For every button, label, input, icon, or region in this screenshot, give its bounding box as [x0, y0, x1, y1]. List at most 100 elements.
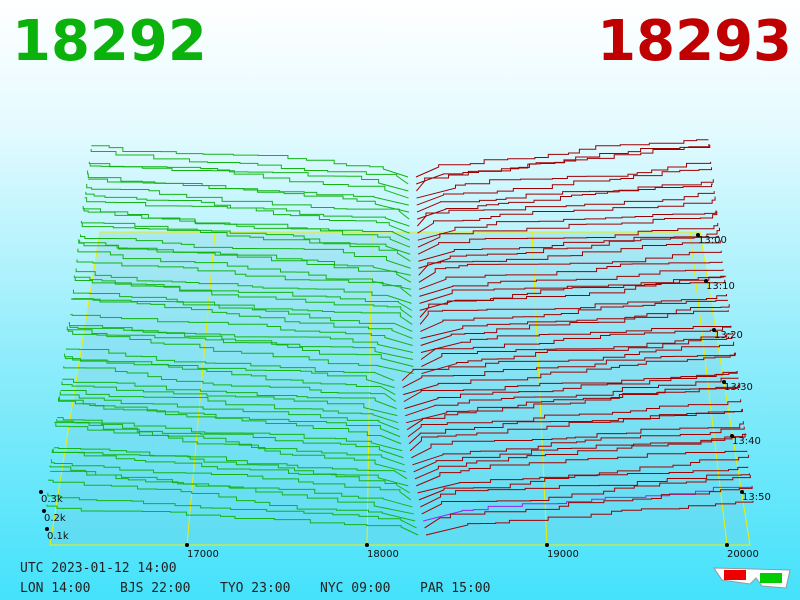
bid-depth-line	[61, 381, 398, 417]
ask-depth-line	[419, 275, 727, 318]
ask-depth-line	[420, 304, 730, 346]
city-clock: NYC 09:00	[320, 581, 390, 596]
bid-depth-line	[86, 183, 410, 220]
bid-price: 18292	[12, 9, 207, 74]
volume-tick	[42, 509, 46, 513]
time-label: 13:30	[724, 382, 753, 393]
bid-depth-line	[63, 366, 397, 403]
price-grid-line	[531, 231, 548, 546]
ask-depth-line	[418, 261, 723, 290]
price-tick	[185, 543, 189, 547]
volume-tick	[39, 490, 43, 494]
volume-label: 0.1k	[47, 531, 69, 542]
ask-price: 18293	[597, 9, 792, 74]
city-clock: PAR 15:00	[420, 581, 490, 596]
ask-depth-line	[416, 191, 715, 227]
price-label: 20000	[727, 549, 759, 560]
bid-depth-line	[51, 449, 410, 494]
price-tick	[365, 543, 369, 547]
bid-depth-line	[78, 239, 412, 283]
bid-depth-line	[65, 357, 395, 389]
ask-depth-line	[416, 143, 710, 185]
city-clock: BJS 22:00	[120, 581, 190, 596]
bid-depth-line	[47, 492, 417, 529]
bid-depth-line	[62, 378, 397, 410]
bid-depth-line	[57, 417, 403, 452]
green-lens	[760, 573, 782, 583]
bid-depth-line	[76, 259, 412, 297]
volume-label: 0.3k	[41, 494, 63, 505]
ask-depth-line	[417, 179, 714, 220]
bid-depth-line	[81, 222, 411, 255]
red-lens	[724, 570, 746, 580]
time-label: 13:20	[714, 330, 743, 341]
ask-depth-line	[418, 250, 722, 283]
bid-depth-line	[72, 289, 413, 325]
bid-depth-line	[80, 220, 411, 262]
bid-depth-line	[60, 389, 399, 424]
bid-depth-line	[48, 479, 416, 522]
bid-depth-line	[84, 197, 410, 234]
utc-time: UTC 2023-01-12 14:00	[20, 561, 177, 576]
price-tick	[725, 543, 729, 547]
glasses-icon	[713, 567, 791, 589]
ask-depth-line	[407, 399, 742, 438]
ask-depth-line	[420, 325, 731, 353]
ask-depth-line	[403, 352, 736, 396]
time-tick	[712, 328, 716, 332]
bid-depth-line	[58, 396, 401, 438]
ask-depth-line	[405, 377, 739, 417]
bid-depth-line	[82, 205, 411, 248]
bid-depth-line	[75, 268, 412, 304]
ask-depth-line	[421, 336, 733, 367]
time-tick	[730, 434, 734, 438]
time-label: 13:00	[698, 235, 727, 246]
ask-depth-line	[416, 450, 748, 487]
ask-depth-line	[417, 466, 749, 494]
bid-depth-line	[55, 423, 405, 466]
bid-depth-line	[69, 326, 414, 353]
ask-depth-line	[420, 473, 750, 508]
ask-depth-line	[414, 433, 747, 480]
price-label: 18000	[367, 549, 399, 560]
ask-depth-line	[415, 139, 709, 178]
ask-depth-line	[402, 352, 735, 389]
floor	[49, 231, 751, 546]
bid-depth-line	[50, 459, 412, 501]
ask-depth-line	[416, 167, 713, 206]
time-label: 13:10	[706, 281, 735, 292]
price-label: 19000	[547, 549, 579, 560]
ask-depth-line	[418, 454, 750, 501]
price-label: 17000	[187, 549, 219, 560]
bid-depth-line	[71, 298, 413, 339]
bid-depth-line	[90, 148, 409, 185]
ask-depth-line	[417, 211, 718, 248]
ask-depth-line	[418, 227, 720, 269]
ask-depth-line	[416, 161, 712, 199]
bid-depth-line	[57, 397, 402, 445]
bid-depth-line	[59, 391, 400, 431]
ask-depth-line	[409, 408, 743, 452]
bid-depth-line	[46, 504, 419, 536]
bid-depth-line	[49, 465, 414, 515]
ask-depth-line	[411, 421, 744, 459]
bid-depth-line	[88, 161, 409, 199]
ask-depth-line	[416, 183, 713, 213]
ask-depth-line	[420, 325, 732, 360]
ask-depth-line	[417, 210, 717, 241]
city-clock: LON 14:00	[20, 581, 90, 596]
price-grid-line	[366, 231, 373, 546]
ask-depth-line	[412, 426, 745, 466]
time-tick	[740, 490, 744, 494]
ask-depth-line	[403, 371, 737, 403]
time-label: 13:40	[732, 436, 761, 447]
ask-depth-line	[419, 294, 728, 325]
time-tick	[722, 380, 726, 384]
bid-depth-line	[54, 421, 406, 473]
bid-depth-line	[80, 234, 411, 269]
ask-depth-line	[404, 370, 738, 410]
ask-depth-line	[408, 409, 743, 445]
time-tick	[696, 233, 700, 237]
ask-depth-line	[418, 240, 721, 276]
